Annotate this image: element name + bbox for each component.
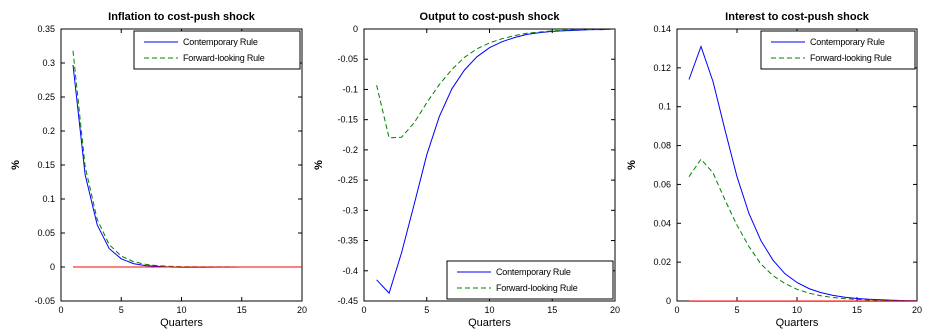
legend-label: Forward-looking Rule (496, 283, 578, 293)
x-tick-label: 5 (119, 305, 124, 315)
y-tick-label: 0.25 (37, 92, 55, 102)
x-tick-label: 0 (674, 305, 679, 315)
y-tick-label: -0.45 (337, 296, 358, 306)
y-tick-label: 0.14 (653, 24, 671, 34)
series-line-forward-looking-rule (688, 158, 917, 301)
x-tick-label: 0 (58, 305, 63, 315)
y-tick-label: 0 (50, 262, 55, 272)
y-tick-label: 0.06 (653, 179, 671, 189)
series-line-contemporary-rule (688, 44, 917, 301)
legend-box (133, 30, 301, 70)
x-tick-label: 15 (237, 305, 247, 315)
y-tick-label: 0.12 (653, 63, 671, 73)
x-tick-label: 0 (361, 305, 366, 315)
legend-label: Contemporary Rule (810, 37, 885, 47)
legend-label: Forward-looking Rule (810, 53, 892, 63)
plot-frame (676, 28, 918, 302)
y-tick-label: -0.35 (337, 236, 358, 246)
legend: Contemporary Rule Forward-looking Rule (760, 30, 916, 70)
y-tick-label: 0.15 (37, 160, 55, 170)
y-tick-label: 0.35 (37, 24, 55, 34)
y-tick-label: -0.05 (337, 54, 358, 64)
panel-title: Interest to cost-push shock (725, 11, 870, 23)
y-tick-label: 0.04 (653, 218, 671, 228)
y-axis-label: % (626, 160, 638, 170)
x-tick-label: 10 (484, 305, 494, 315)
y-tick-label: 0.1 (658, 102, 671, 112)
y-tick-label: 0.1 (42, 194, 55, 204)
legend: Contemporary Rule Forward-looking Rule (446, 260, 614, 300)
x-tick-label: 10 (792, 305, 802, 315)
y-tick-label: -0.1 (342, 84, 358, 94)
y-tick-label: 0.02 (653, 257, 671, 267)
y-axis-label: % (313, 160, 325, 170)
x-tick-label: 20 (297, 305, 307, 315)
chart-panel-2: 0 5 10 15 20 -0.45 -0.4 -0.35 -0.3 -0.25 -0.2 -0.15… (313, 11, 620, 329)
x-tick-label: 5 (424, 305, 429, 315)
y-tick-label: -0.25 (337, 175, 358, 185)
y-tick-label: -0.4 (342, 266, 358, 276)
legend-label: Contemporary Rule (496, 267, 571, 277)
x-axis-label: Quarters (776, 317, 819, 329)
x-tick-label: 5 (734, 305, 739, 315)
y-tick-label: 0 (353, 24, 358, 34)
panel-title: Output to cost-push shock (420, 11, 561, 23)
y-tick-label: 0.2 (42, 126, 55, 136)
legend-box (446, 260, 614, 300)
chart-panel-3: 0 5 10 15 20 0 0.02 0.04 0.06 0.08 0.1 0.12 0.14 Inte… (626, 11, 922, 329)
x-tick-label: 10 (176, 305, 186, 315)
plot-frame (60, 28, 303, 302)
series-line-forward-looking-rule (376, 29, 615, 139)
x-axis-label: Quarters (468, 317, 511, 329)
legend-box (760, 30, 916, 70)
y-tick-label: 0.08 (653, 141, 671, 151)
x-tick-label: 15 (852, 305, 862, 315)
plot-frame (363, 28, 616, 302)
x-tick-label: 15 (547, 305, 557, 315)
y-tick-label: 0.05 (37, 228, 55, 238)
y-tick-label: -0.15 (337, 115, 358, 125)
y-tick-label: -0.2 (342, 145, 358, 155)
x-tick-label: 20 (912, 305, 922, 315)
x-axis-label: Quarters (160, 317, 203, 329)
legend-label: Forward-looking Rule (183, 53, 265, 63)
y-tick-label: 0 (666, 296, 671, 306)
y-tick-label: 0.3 (42, 58, 55, 68)
chart-panel-1: 0 5 10 15 20-0.0500.050.10.150.20.250.30.35I… (10, 11, 307, 329)
series-group (72, 50, 302, 268)
x-tick-label: 20 (610, 305, 620, 315)
y-axis-label: % (10, 160, 22, 170)
legend-label: Contemporary Rule (183, 37, 258, 47)
legend: Contemporary Rule Forward-looking Rule (133, 30, 301, 70)
y-tick-label: -0.05 (34, 296, 55, 306)
series-line-contemporary-rule (376, 29, 615, 295)
series-group (688, 44, 917, 301)
series-group (376, 29, 615, 295)
panel-title: Inflation to cost-push shock (108, 11, 256, 23)
y-tick-label: -0.3 (342, 205, 358, 215)
